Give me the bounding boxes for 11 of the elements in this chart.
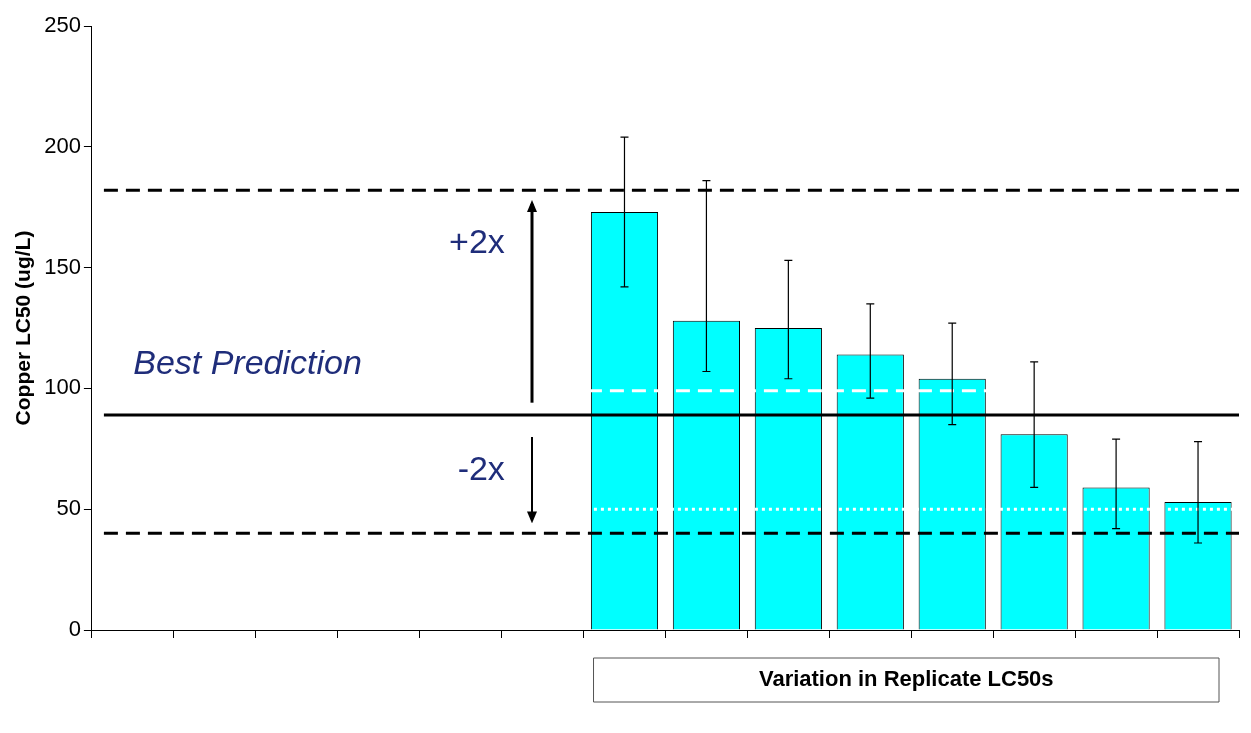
x-axis-title: Variation in Replicate LC50s [758,666,1054,692]
y-axis-title: Copper LC50 (ug/L) [11,230,35,426]
annotation: +2x [449,221,505,260]
annotation: Best Prediction [133,342,362,381]
y-tick-label: 200 [44,132,81,158]
annotation: -2x [457,448,505,487]
y-tick-label: 100 [44,374,81,400]
y-tick-label: 50 [56,495,81,521]
y-tick-label: 150 [44,253,81,279]
y-tick-label: 0 [68,616,81,642]
y-tick-label: 250 [44,12,81,38]
